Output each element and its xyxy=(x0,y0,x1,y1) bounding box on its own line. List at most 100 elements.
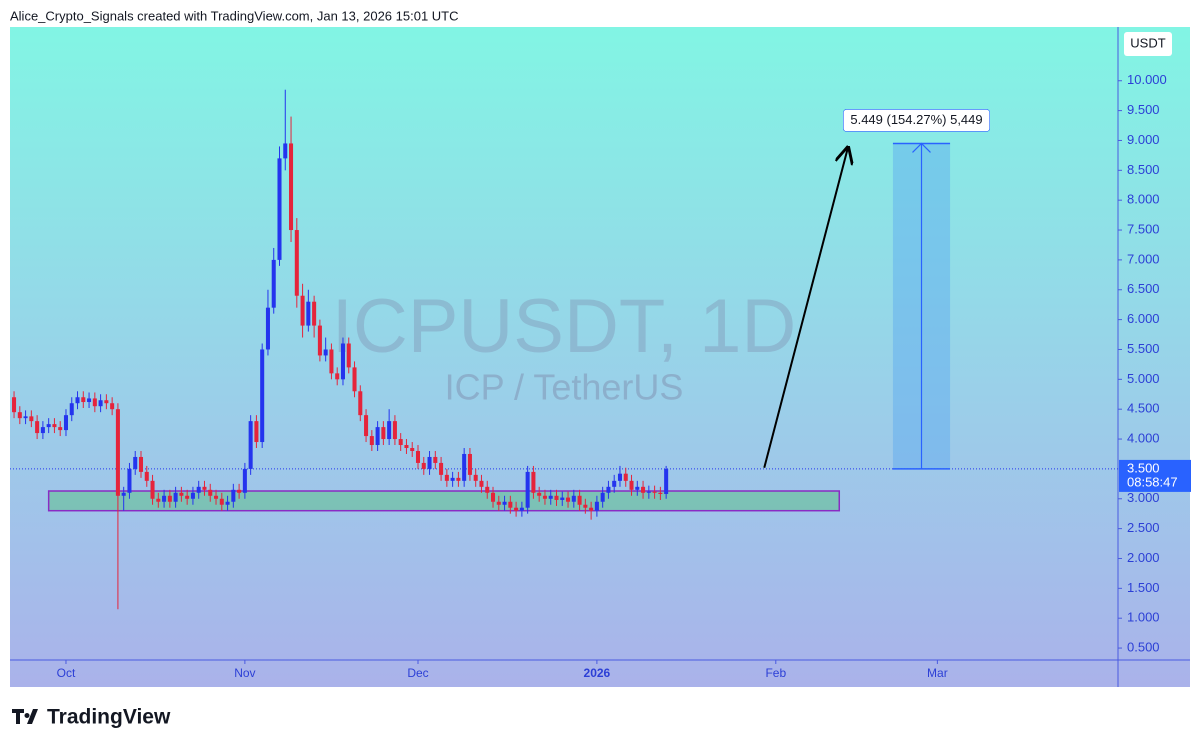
x-tick-label: Oct xyxy=(57,666,76,680)
x-tick-label: Mar xyxy=(927,666,948,680)
candle-body xyxy=(600,492,605,502)
candle-body xyxy=(104,400,109,404)
logo xyxy=(12,709,38,724)
header: Alice_Crypto_Signals created with Tradin… xyxy=(10,8,459,23)
chart-background xyxy=(10,27,1190,687)
candle-body xyxy=(317,325,322,356)
watermark-symbol: ICPUSDT, 1D xyxy=(332,284,797,369)
candle-body xyxy=(81,397,86,403)
candle-body xyxy=(35,421,40,434)
candle-body xyxy=(375,427,380,446)
candle-body xyxy=(519,507,524,511)
currency-box xyxy=(1124,32,1172,56)
candle-body xyxy=(629,480,634,490)
candle-body xyxy=(387,421,392,440)
candle-body xyxy=(219,498,224,505)
x-tick-label: Dec xyxy=(407,666,428,680)
candle-body xyxy=(490,492,496,502)
candle-body xyxy=(566,497,571,502)
candle-body xyxy=(392,421,397,440)
y-tick-label: 9.500 xyxy=(1127,102,1160,117)
candle-body xyxy=(583,504,588,508)
candle-body xyxy=(162,495,167,502)
y-tick-label: 5.500 xyxy=(1127,341,1160,356)
candle-body xyxy=(173,492,178,502)
y-tick-label: 7.500 xyxy=(1127,221,1160,236)
candle-body xyxy=(271,259,276,308)
candle-body xyxy=(358,391,363,416)
candle-body xyxy=(415,450,421,463)
candle-body xyxy=(254,421,259,443)
candle-body xyxy=(450,477,455,481)
candle-body xyxy=(40,427,45,434)
candle-body xyxy=(508,501,513,508)
candle-body xyxy=(179,492,184,496)
candle-body xyxy=(664,468,669,494)
y-tick-label: 6.500 xyxy=(1127,281,1160,296)
y-tick-label: 2.500 xyxy=(1127,520,1160,535)
candle-body xyxy=(265,307,270,350)
candle-body xyxy=(485,486,490,493)
candle-body xyxy=(369,436,374,446)
candle-body xyxy=(548,495,553,499)
candle-body xyxy=(58,427,63,431)
y-tick-label: 4.000 xyxy=(1127,430,1160,445)
candle-body xyxy=(294,230,299,296)
candle-body xyxy=(456,477,461,481)
candle-body xyxy=(289,143,294,231)
candle-body xyxy=(635,486,640,490)
candle-body xyxy=(496,501,501,505)
candle-body xyxy=(433,456,438,463)
candle-body xyxy=(167,495,172,502)
y-tick-label: 2.000 xyxy=(1127,550,1160,565)
candle-body xyxy=(138,456,144,472)
candle-body xyxy=(260,349,265,443)
y-tick-label: 0.500 xyxy=(1127,639,1160,654)
measure-label: 5.449 (154.27%) 5,449 xyxy=(850,112,982,127)
candle-body xyxy=(329,349,334,374)
y-tick-label: 10.000 xyxy=(1127,72,1167,87)
candle-body xyxy=(444,474,449,481)
candle-body xyxy=(323,349,328,356)
candle-body xyxy=(652,491,657,493)
candle-body xyxy=(231,489,236,502)
candle-body xyxy=(560,497,565,500)
y-tick-label: 8.500 xyxy=(1127,162,1160,177)
x-tick-label: Nov xyxy=(234,666,255,680)
candle-body xyxy=(346,343,351,368)
candle-body xyxy=(110,403,115,410)
candle-body xyxy=(594,501,599,511)
candle-body xyxy=(479,480,484,487)
candle-body xyxy=(156,498,161,502)
candle-body xyxy=(29,416,34,422)
y-tick-label: 5.000 xyxy=(1127,371,1160,386)
y-tick-label: 1.500 xyxy=(1127,580,1160,595)
candle-body xyxy=(554,495,559,500)
candle-body xyxy=(283,143,288,159)
candle-body xyxy=(427,456,432,469)
candle-body xyxy=(335,373,340,380)
plot-area xyxy=(10,89,1118,610)
candle-body xyxy=(87,398,92,403)
candle-body xyxy=(127,468,132,493)
candle-body xyxy=(617,473,622,481)
candle-body xyxy=(623,473,628,481)
candle-body xyxy=(75,397,80,404)
watermark-description: ICP / TetherUS xyxy=(445,367,684,408)
candle-body xyxy=(646,491,651,493)
y-tick-label: 9.000 xyxy=(1127,132,1160,147)
candle-body xyxy=(277,158,282,260)
currency-label: USDT xyxy=(1130,35,1165,50)
candle-body xyxy=(340,343,345,380)
candle-body xyxy=(312,301,317,326)
last-price-label: 3.500 xyxy=(1127,460,1160,475)
candle-body xyxy=(12,397,17,413)
measure-arrowhead xyxy=(912,142,931,153)
candle-body xyxy=(502,501,507,505)
y-tick-label: 4.500 xyxy=(1127,401,1160,416)
candle-body xyxy=(537,492,542,496)
candle-body xyxy=(115,409,120,496)
candle-body xyxy=(606,486,611,493)
footer-logo-text: TradingView xyxy=(47,706,171,729)
